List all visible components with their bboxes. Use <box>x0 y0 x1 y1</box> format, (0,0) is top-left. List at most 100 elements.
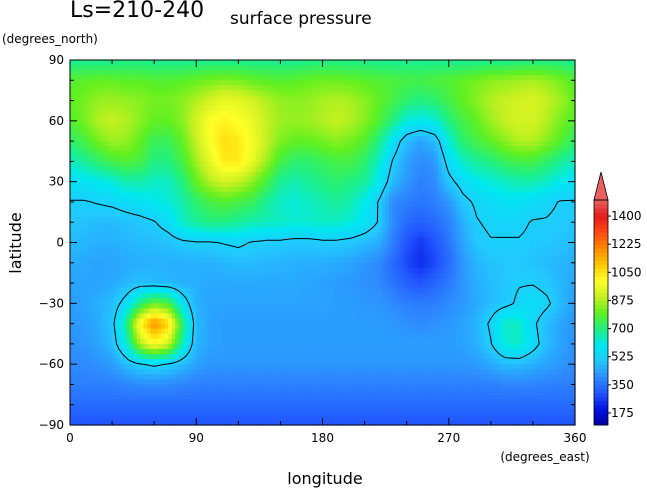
heat-cell <box>364 166 369 173</box>
heat-cell <box>567 85 573 92</box>
heat-cell <box>378 75 383 81</box>
heat-cell <box>245 115 250 122</box>
heat-cell <box>87 65 92 71</box>
heat-cell <box>241 130 246 137</box>
heat-cell <box>522 176 527 183</box>
heat-cell <box>318 146 324 152</box>
heat-cell <box>410 222 415 228</box>
heat-cell <box>354 196 359 203</box>
heat-cell <box>199 110 204 117</box>
heat-cell <box>518 212 523 218</box>
heat-cell <box>452 136 457 142</box>
heat-cell <box>238 65 243 71</box>
heat-cell <box>494 95 499 102</box>
heat-cell <box>539 191 545 198</box>
heat-cell <box>543 196 548 203</box>
heat-cell <box>150 232 155 239</box>
heat-cell <box>129 80 134 86</box>
heat-cell <box>182 115 187 122</box>
heat-cell <box>164 130 169 137</box>
heat-cell <box>483 201 488 208</box>
heat-cell <box>294 207 299 213</box>
heat-cell <box>143 186 148 193</box>
heat-cell <box>182 222 187 228</box>
heat-cell <box>217 110 222 117</box>
heat-cell <box>462 85 467 92</box>
heat-cell <box>136 181 141 188</box>
heat-cell <box>406 65 411 71</box>
heat-cell <box>508 85 513 92</box>
heat-cell <box>462 181 467 188</box>
heat-cell <box>91 141 96 147</box>
heat-cell <box>301 222 306 228</box>
heat-cell <box>567 146 573 152</box>
heat-cell <box>522 201 527 208</box>
heat-cell <box>283 60 289 66</box>
heat-cell <box>494 201 499 208</box>
heat-cell <box>403 201 408 208</box>
heat-cell <box>462 146 467 152</box>
heat-cell <box>231 212 236 218</box>
heat-cell <box>455 141 460 147</box>
heat-cell <box>511 212 516 218</box>
heat-cell <box>143 85 148 92</box>
heat-cell <box>497 136 502 142</box>
heat-cell <box>112 201 117 208</box>
heat-cell <box>480 166 485 173</box>
heat-cell <box>497 100 502 107</box>
heat-cell <box>234 125 239 132</box>
heat-cell <box>168 222 173 228</box>
heat-cell <box>354 146 359 152</box>
heat-cell <box>241 136 246 142</box>
heat-cell <box>266 196 271 203</box>
chart-subtitle: surface pressure <box>230 9 372 29</box>
heat-cell <box>108 65 113 71</box>
heat-cell <box>445 100 450 107</box>
heat-cell <box>382 166 387 173</box>
heat-cell <box>385 161 390 168</box>
heat-cell <box>217 191 222 198</box>
heat-cell <box>245 166 250 173</box>
heat-cell <box>399 156 404 162</box>
heat-cell <box>557 222 562 228</box>
heat-cell <box>259 176 264 183</box>
heat-cell <box>483 115 488 122</box>
heat-cell <box>438 156 443 162</box>
heat-cell <box>234 181 239 188</box>
heat-cell <box>147 232 152 239</box>
heat-cell <box>322 212 327 218</box>
heat-cell <box>129 181 134 188</box>
heat-cell <box>375 60 380 66</box>
heat-cell <box>571 166 576 173</box>
heat-cell <box>438 95 443 102</box>
heat-cell <box>143 161 148 168</box>
heat-cell <box>115 75 120 81</box>
heat-cell <box>136 136 141 142</box>
heat-cell <box>490 130 495 137</box>
heat-cell <box>494 70 499 76</box>
heat-cell <box>311 166 317 173</box>
heat-cell <box>213 161 218 168</box>
heat-cell <box>420 110 425 117</box>
heat-cell <box>438 60 443 66</box>
heat-cell <box>192 136 197 142</box>
heat-cell <box>420 196 425 203</box>
heat-cell <box>157 186 162 193</box>
heat-cell <box>462 151 467 157</box>
heat-cell <box>406 222 411 228</box>
heat-cell <box>273 65 278 71</box>
heat-cell <box>171 166 176 173</box>
heat-cell <box>392 217 397 223</box>
heat-cell <box>550 75 555 81</box>
heat-cell <box>147 130 152 137</box>
heat-cell <box>385 70 390 76</box>
heat-cell <box>108 171 113 178</box>
heat-cell <box>336 161 341 168</box>
heat-cell <box>192 110 197 117</box>
heat-cell <box>399 110 404 117</box>
heat-cell <box>94 75 99 81</box>
heat-cell <box>466 65 471 71</box>
heat-cell <box>73 80 78 86</box>
heat-cell <box>154 75 159 81</box>
heat-cell <box>87 232 92 239</box>
